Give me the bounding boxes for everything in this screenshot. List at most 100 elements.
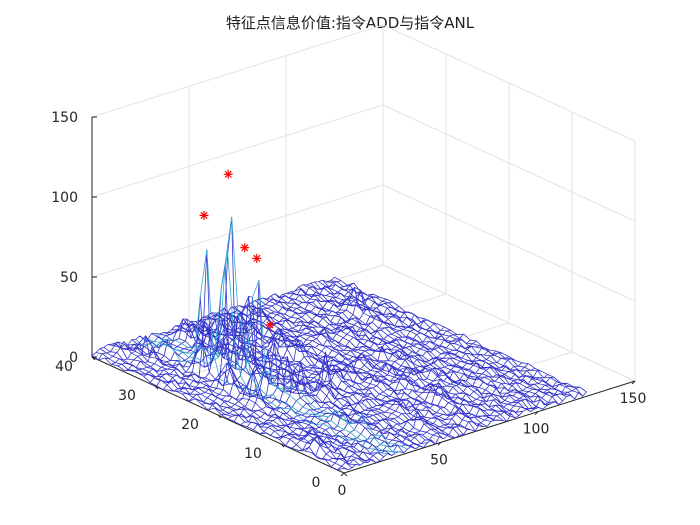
- mesh-line-x: [159, 321, 412, 447]
- mesh-line-x: [147, 216, 400, 453]
- x-tick-mark: [631, 380, 636, 385]
- mesh-line-x: [250, 302, 504, 421]
- mesh-line-x: [127, 343, 381, 462]
- peak-marker: [223, 169, 233, 179]
- y-tick-label: 10: [244, 446, 262, 462]
- y-tick-mark: [280, 443, 285, 448]
- mesh-line-x: [234, 306, 488, 427]
- peak-markers: [199, 169, 275, 330]
- y-tick-label: 20: [181, 417, 199, 433]
- grid-line: [91, 24, 384, 118]
- mesh-line-x: [242, 305, 496, 421]
- mesh-line-x: [199, 318, 452, 438]
- y-tick-mark: [343, 472, 348, 477]
- mesh-line-x: [99, 348, 353, 469]
- grid-line: [91, 184, 384, 278]
- mesh-line-x: [330, 280, 583, 397]
- y-tick-mark: [154, 385, 159, 390]
- y-tick-label: 0: [312, 475, 321, 491]
- peak-marker-stroke: [224, 170, 232, 178]
- mesh-line-x: [195, 321, 448, 436]
- mesh-line-x: [254, 300, 508, 422]
- mesh-line-x: [230, 306, 484, 427]
- x-tick-mark: [534, 411, 539, 416]
- mesh-line-x: [111, 341, 365, 463]
- mesh-line-y: [246, 347, 490, 427]
- mesh-line-x: [215, 312, 468, 430]
- mesh-line-x: [262, 297, 516, 419]
- x-tick-mark: [437, 441, 442, 446]
- grid-line: [382, 104, 636, 222]
- mesh-line-x: [119, 335, 372, 462]
- peak-marker-stroke: [241, 244, 249, 252]
- peak-marker: [240, 243, 250, 253]
- mesh-line-x: [167, 313, 420, 447]
- mesh-line-x: [143, 252, 396, 454]
- mesh-line-x: [270, 295, 523, 413]
- mesh-line-x: [246, 304, 500, 421]
- mesh-line-x: [95, 352, 349, 471]
- mesh-line-x: [107, 344, 361, 466]
- x-tick-label: 150: [620, 391, 647, 407]
- mesh-line-x: [131, 339, 385, 458]
- mesh-line-x: [223, 313, 476, 432]
- x-tick-mark: [340, 472, 345, 477]
- mesh-line-x: [139, 335, 392, 456]
- mesh-line-y: [91, 276, 335, 356]
- grid-line: [382, 24, 636, 142]
- mesh-line-x: [294, 288, 547, 406]
- peak-marker-stroke: [200, 211, 208, 220]
- peak-marker: [199, 210, 209, 220]
- mesh-line-x: [239, 305, 492, 422]
- peak-marker-stroke: [253, 254, 261, 262]
- grid-line: [382, 184, 636, 302]
- mesh-line-x: [282, 294, 535, 410]
- chart-title: 特征点信息价值:指令ADD与指令ANL: [225, 14, 475, 32]
- mesh-line-x: [203, 313, 456, 439]
- mesh-line-x: [334, 276, 587, 393]
- z-tick-label: 50: [60, 270, 78, 286]
- mesh-line-x: [123, 341, 376, 463]
- mesh-line-x: [306, 284, 560, 405]
- mesh-line-x: [266, 298, 520, 417]
- z-tick-label: 150: [51, 110, 78, 126]
- x-tick-label: 0: [338, 483, 347, 499]
- mesh-line-x: [211, 307, 464, 435]
- x-tick-label: 100: [523, 422, 550, 438]
- mesh-line-x: [175, 319, 428, 444]
- grid-line: [154, 293, 447, 387]
- mesh-line-y: [343, 391, 587, 471]
- axes: [91, 116, 636, 477]
- mesh-line-x: [115, 343, 369, 463]
- x-axis-line: [343, 380, 636, 474]
- mesh-line-x: [91, 354, 345, 471]
- mesh-line-x: [278, 295, 531, 412]
- y-tick-mark: [217, 414, 222, 419]
- mesh-line-y: [253, 350, 497, 430]
- z-tick-label: 100: [51, 190, 78, 206]
- mesh-line-x: [314, 281, 567, 397]
- y-tick-label: 40: [55, 359, 73, 375]
- mesh-line-x: [310, 282, 563, 402]
- mesh-line-y: [279, 362, 523, 440]
- surface-mesh: [91, 216, 587, 471]
- peak-marker-stroke: [266, 321, 274, 329]
- peak-marker: [265, 320, 275, 330]
- mesh-line-x: [103, 347, 356, 465]
- mesh-line-x: [258, 298, 512, 415]
- z-tick-label: 0: [69, 350, 78, 366]
- x-tick-label: 50: [430, 452, 448, 468]
- mesh-line-x: [135, 249, 388, 455]
- mesh-line-x: [318, 281, 571, 396]
- mesh-line-y: [130, 293, 374, 372]
- grid-line: [91, 104, 384, 198]
- grid-lines: [91, 24, 636, 474]
- y-tick-label: 30: [118, 388, 136, 404]
- mesh-line-x: [302, 284, 555, 404]
- mesh-line-x: [298, 286, 551, 406]
- peak-marker: [252, 253, 262, 263]
- mesh-line-y: [143, 286, 387, 378]
